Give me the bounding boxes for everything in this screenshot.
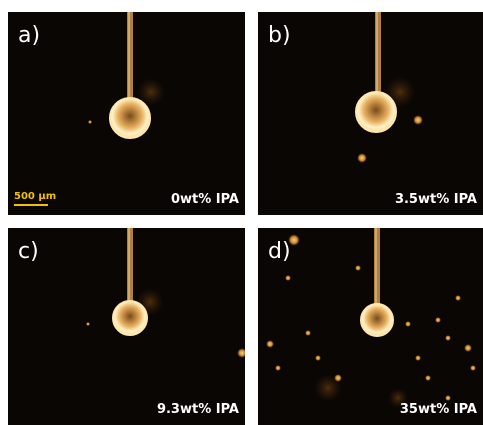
scale-bar <box>14 204 48 206</box>
particle <box>464 344 472 352</box>
particle <box>305 330 311 336</box>
particle <box>470 365 476 371</box>
micrograph-panel: a) 0wt% IPA 500 µm <box>8 12 245 215</box>
panel-caption: 9.3wt% IPA <box>157 402 239 417</box>
particle <box>285 275 291 281</box>
particle <box>415 355 421 361</box>
particle <box>405 321 411 327</box>
particle <box>445 335 451 341</box>
fiber <box>127 228 133 305</box>
particle <box>88 120 92 124</box>
panel-caption: 3.5wt% IPA <box>395 192 477 207</box>
particle <box>357 153 367 163</box>
panel-label: a) <box>18 23 40 48</box>
particle <box>315 355 321 361</box>
particle <box>425 375 431 381</box>
micrograph-panel: d) 35wt% IPA <box>258 228 483 425</box>
fiber <box>375 12 381 96</box>
panel-label: c) <box>18 239 39 264</box>
fiber <box>374 228 380 308</box>
scale-bar-label: 500 µm <box>14 191 56 202</box>
micrograph-panel: b) 3.5wt% IPA <box>258 12 483 215</box>
droplet <box>356 92 396 132</box>
fiber <box>127 12 133 102</box>
particle <box>86 322 90 326</box>
particle <box>314 374 342 402</box>
micrograph-panel: c) 9.3wt% IPA <box>8 228 245 425</box>
droplet <box>110 98 150 138</box>
particle <box>413 115 423 125</box>
particle <box>445 395 451 401</box>
particle <box>355 265 361 271</box>
droplet <box>361 304 393 336</box>
particle <box>435 317 441 323</box>
panel-caption: 0wt% IPA <box>171 192 239 207</box>
figure: a) 0wt% IPA 500 µm b) 3.5wt% IPA c) 9.3wt% IPA… <box>0 0 483 425</box>
particle <box>266 340 274 348</box>
panel-label: d) <box>268 239 291 264</box>
panel-label: b) <box>268 23 291 48</box>
droplet <box>113 301 147 335</box>
panel-caption: 35wt% IPA <box>400 402 477 417</box>
particle <box>455 295 461 301</box>
particle <box>275 365 281 371</box>
